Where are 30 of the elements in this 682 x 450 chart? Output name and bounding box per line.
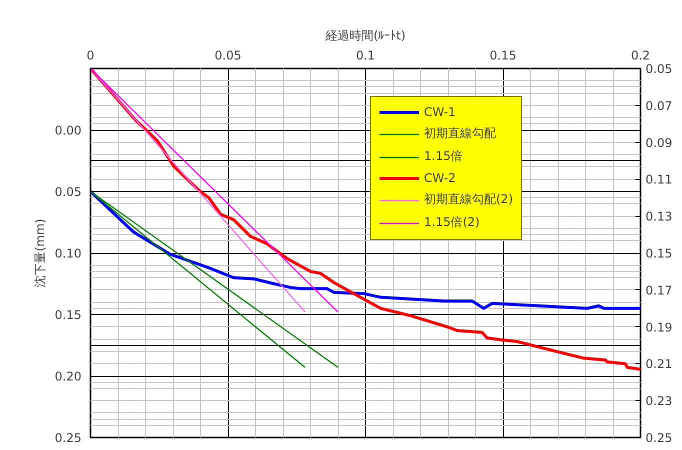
x-tick-label: 0 xyxy=(86,48,94,62)
y-tick-label: 0.05 xyxy=(54,185,82,199)
legend-label: CW-2 xyxy=(424,171,456,185)
y-tick-label: 0.10 xyxy=(54,246,82,260)
y2-tick-label: 0.07 xyxy=(646,98,672,113)
y2-tick-label: 0.19 xyxy=(646,320,672,334)
y-tick-label: 0.20 xyxy=(54,370,82,384)
legend-label: 1.15倍(2) xyxy=(424,214,480,231)
x-tick-label: 0.15 xyxy=(490,48,516,62)
x-axis-title: 経過時間(ﾙｰﾄt) xyxy=(324,28,406,42)
y2-tick-label: 0.11 xyxy=(646,172,672,187)
legend-label: CW-1 xyxy=(424,105,456,119)
y2-tick-label: 0.25 xyxy=(646,431,672,445)
x-tick-label: 0.05 xyxy=(214,48,242,62)
legend-label: 1.15倍 xyxy=(424,148,463,165)
y2-tick-label: 0.21 xyxy=(646,357,672,372)
y2-tick-label: 0.15 xyxy=(646,246,672,260)
y2-tick-label: 0.17 xyxy=(646,283,672,298)
y2-tick-label: 0.13 xyxy=(646,210,672,224)
y-axis-title: 沈下量(mm) xyxy=(32,218,47,288)
y-tick-label: 0.15 xyxy=(54,308,82,322)
y2-tick-label: 0.05 xyxy=(646,62,672,76)
y-tick-label: 0.00 xyxy=(54,124,82,138)
legend-label: 初期直線勾配(2) xyxy=(424,191,513,208)
x-tick-label: 0.1 xyxy=(356,48,376,62)
y2-tick-label: 0.23 xyxy=(646,394,672,408)
y-tick-label: 0.25 xyxy=(54,431,82,445)
y2-tick-label: 0.09 xyxy=(646,136,672,150)
legend-label: 初期直線勾配 xyxy=(424,125,496,142)
x-tick-label: 0.2 xyxy=(630,48,650,62)
